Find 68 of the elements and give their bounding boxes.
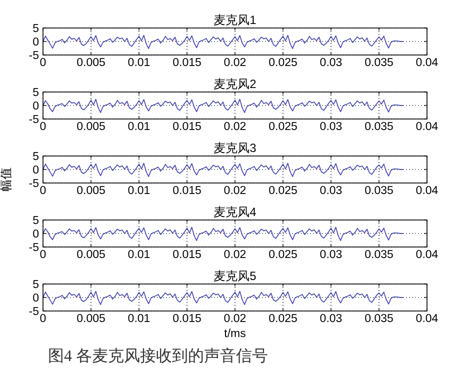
y-tick-label: 5 [32, 151, 39, 163]
x-tick-label: 0.02 [224, 249, 246, 261]
line-series [42, 98, 404, 113]
x-tick-label: 0.01 [128, 121, 150, 133]
x-tick-label: 0.01 [128, 249, 150, 261]
line-series [42, 226, 404, 241]
caption: 图4 各麦克风接收到的声音信号 [48, 347, 268, 365]
x-tick-label: 0.01 [128, 57, 150, 69]
x-tick-label: 0.005 [76, 121, 106, 133]
x-tick-label: 0.035 [364, 313, 394, 325]
x-tick-label: 0.02 [224, 185, 246, 197]
x-tick-label: 0.03 [320, 249, 342, 261]
x-tick-label: 0.005 [76, 185, 106, 197]
x-tick-label: 0.025 [268, 249, 298, 261]
y-tick-label: 0 [32, 100, 39, 112]
y-tick-label: -5 [28, 242, 39, 254]
x-tick-label: 0.035 [364, 121, 394, 133]
y-tick-label: 0 [32, 292, 39, 304]
y-tick-label: -5 [28, 306, 39, 318]
x-tick-label: 0.02 [224, 57, 246, 69]
x-tick-label: 0.02 [224, 313, 246, 325]
x-tick-label: 0.005 [76, 313, 106, 325]
x-tick-label: 0.015 [172, 249, 202, 261]
x-tick-label: 0.015 [172, 57, 202, 69]
x-tick-label: 0.03 [320, 185, 342, 197]
x-tick-label: 0.035 [364, 57, 394, 69]
x-tick-label: 0.005 [76, 249, 106, 261]
chart-title: 麦克风3 [214, 141, 257, 155]
x-tick-label: 0.03 [320, 57, 342, 69]
y-tick-label: 0 [32, 164, 39, 176]
x-tick-label: 0.03 [320, 121, 342, 133]
x-tick-label: 0.015 [172, 313, 202, 325]
x-tick-label: 0.04 [416, 249, 439, 261]
x-tick-label: 0.035 [364, 249, 394, 261]
y-axis-title: 幅值 [0, 168, 13, 192]
x-tick-label: 0.025 [268, 57, 298, 69]
line-series [42, 290, 404, 305]
chart-title: 麦克风1 [214, 13, 257, 27]
x-tick-label: 0.02 [224, 121, 246, 133]
x-tick-label: 0.04 [416, 121, 439, 133]
x-tick-label: 0.03 [320, 313, 342, 325]
y-tick-label: 5 [32, 279, 39, 291]
x-tick-label: 0.04 [416, 57, 439, 69]
x-tick-label: 0.025 [268, 185, 298, 197]
y-tick-label: 0 [32, 36, 39, 48]
y-tick-label: -5 [28, 178, 39, 190]
chart-title: 麦克风2 [214, 77, 257, 91]
x-tick-label: 0.01 [128, 185, 150, 197]
chart-title: 麦克风4 [214, 205, 257, 219]
y-tick-label: 5 [32, 215, 39, 227]
x-tick-label: 0.01 [128, 313, 150, 325]
x-tick-label: 0.015 [172, 185, 202, 197]
y-tick-label: 0 [32, 228, 39, 240]
y-tick-label: 5 [32, 23, 39, 35]
y-tick-label: -5 [28, 114, 39, 126]
x-tick-label: 0.04 [416, 313, 439, 325]
line-series [42, 162, 404, 177]
x-tick-label: 0.035 [364, 185, 394, 197]
line-series [42, 34, 404, 49]
chart-title: 麦克风5 [214, 269, 257, 283]
x-tick-label: 0.025 [268, 313, 298, 325]
x-tick-label: 0.015 [172, 121, 202, 133]
x-tick-label: 0.005 [76, 57, 106, 69]
y-tick-label: -5 [28, 50, 39, 62]
x-tick-label: 0.025 [268, 121, 298, 133]
y-tick-label: 5 [32, 87, 39, 99]
x-axis-title: t/ms [224, 328, 246, 340]
x-tick-label: 0.04 [416, 185, 439, 197]
